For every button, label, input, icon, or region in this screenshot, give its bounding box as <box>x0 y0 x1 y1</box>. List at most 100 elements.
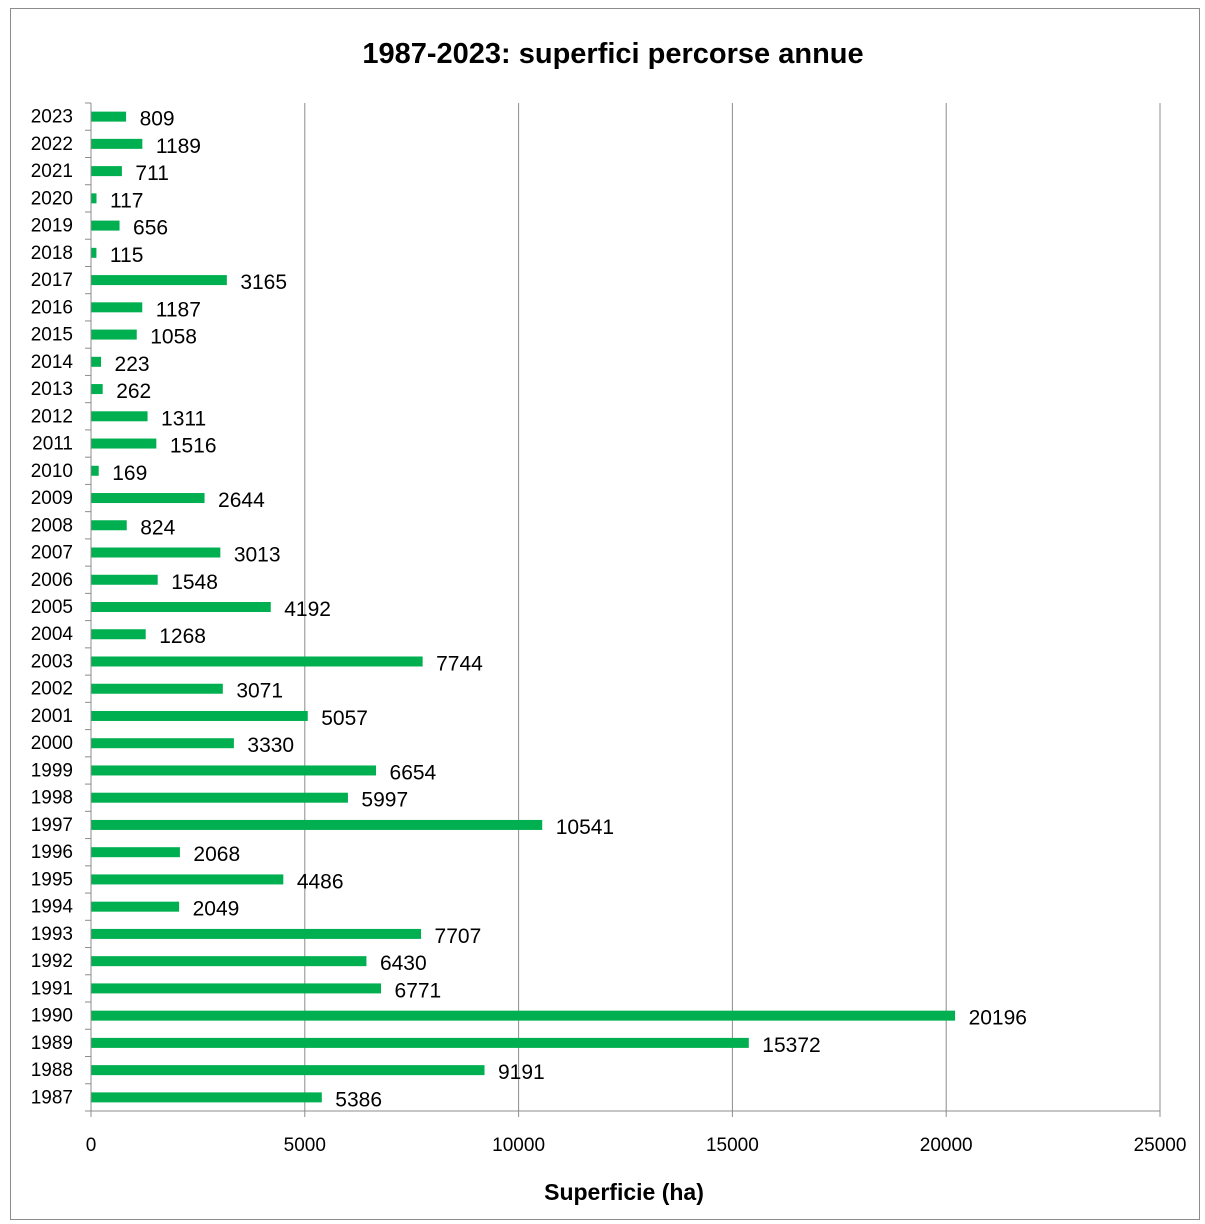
bar-1993 <box>91 928 422 939</box>
bar-2006 <box>91 574 158 585</box>
bar-1994 <box>91 901 180 912</box>
data-label: 711 <box>135 162 168 185</box>
bar-1998 <box>91 792 348 803</box>
bar-1987 <box>91 1092 322 1103</box>
data-label: 2049 <box>193 898 240 921</box>
data-label: 1548 <box>171 571 218 594</box>
y-tick-label: 1997 <box>31 815 73 836</box>
data-label: 1189 <box>156 135 201 158</box>
y-tick-label: 2021 <box>31 161 73 182</box>
data-label: 3071 <box>236 680 283 703</box>
y-tick-label: 1998 <box>31 788 73 809</box>
bar-2004 <box>91 629 146 640</box>
chart-title: 1987-2023: superfici percorse annue <box>362 38 863 70</box>
y-tick-label: 2019 <box>31 216 73 237</box>
y-tick-label: 2004 <box>31 624 74 645</box>
bar-2019 <box>91 220 120 231</box>
data-label: 4192 <box>284 598 331 621</box>
data-label: 4486 <box>297 870 344 893</box>
data-label: 15372 <box>762 1034 820 1057</box>
bar-2022 <box>91 138 143 149</box>
bar-2007 <box>91 547 221 558</box>
bar-2018 <box>91 247 97 258</box>
y-tick-label: 2008 <box>31 515 73 536</box>
data-label: 6654 <box>390 761 437 784</box>
y-tick-label: 1987 <box>31 1087 73 1108</box>
bar-1997 <box>91 819 543 830</box>
bars <box>91 111 956 1103</box>
y-tick-label: 1991 <box>31 978 73 999</box>
x-tick-label: 5000 <box>284 1135 326 1156</box>
data-label: 262 <box>116 380 151 403</box>
y-tick-label: 1996 <box>31 842 73 863</box>
bar-2011 <box>91 438 157 449</box>
data-label: 656 <box>133 217 168 240</box>
bar-2020 <box>91 193 97 204</box>
bar-1988 <box>91 1065 485 1076</box>
data-label: 3165 <box>240 271 287 294</box>
bar-2001 <box>91 710 308 721</box>
bar-1990 <box>91 1010 956 1021</box>
y-tick-label: 2016 <box>31 297 73 318</box>
y-tick-label: 2013 <box>31 379 73 400</box>
data-label: 7707 <box>435 925 482 948</box>
data-label: 2644 <box>218 489 265 512</box>
data-label: 1311 <box>161 407 206 430</box>
bar-chart: 1987-2023: superfici percorse annue 0 500… <box>31 38 1187 1205</box>
bar-1989 <box>91 1037 749 1048</box>
bar-1991 <box>91 983 382 994</box>
x-tick-label: 10000 <box>492 1135 545 1156</box>
data-label: 3330 <box>247 734 294 757</box>
bar-2015 <box>91 329 137 340</box>
bar-2023 <box>91 111 127 122</box>
data-label: 9191 <box>498 1061 545 1084</box>
y-tick-label: 1992 <box>31 951 73 972</box>
bar-2021 <box>91 166 122 177</box>
y-tick-label: 2000 <box>31 733 73 754</box>
bar-1992 <box>91 956 367 967</box>
x-tick-label: 20000 <box>920 1135 973 1156</box>
y-tick-label: 2010 <box>31 461 73 482</box>
y-tick-label: 2015 <box>31 325 73 346</box>
data-label: 10541 <box>556 816 614 839</box>
data-label: 1187 <box>156 298 201 321</box>
y-tick-label: 2012 <box>31 406 73 427</box>
y-tick-label: 1993 <box>31 924 73 945</box>
bar-2012 <box>91 411 148 422</box>
data-label: 115 <box>110 244 143 267</box>
bar-1999 <box>91 765 377 776</box>
data-labels: 5386 9191 15372 20196 6771 6430 7707 2049 4486 20… <box>110 108 1027 1112</box>
data-label: 7744 <box>436 652 483 675</box>
y-tick-label: 2007 <box>31 543 73 564</box>
y-tick-label: 2002 <box>31 679 73 700</box>
data-label: 6771 <box>395 979 442 1002</box>
bar-2016 <box>91 302 143 313</box>
data-label: 6430 <box>380 952 427 975</box>
data-label: 5386 <box>335 1088 382 1111</box>
x-tick-label: 25000 <box>1134 1135 1187 1156</box>
data-label: 824 <box>140 516 175 539</box>
data-label: 5057 <box>321 707 368 730</box>
y-tick-label: 2009 <box>31 488 73 509</box>
bar-1996 <box>91 847 180 858</box>
data-label: 809 <box>140 108 175 131</box>
data-label: 117 <box>110 189 143 212</box>
bar-2000 <box>91 738 234 749</box>
y-tick-label: 1994 <box>31 897 74 918</box>
x-tick-label: 15000 <box>706 1135 759 1156</box>
bar-2013 <box>91 384 103 395</box>
bar-1995 <box>91 874 284 885</box>
y-tick-label: 2006 <box>31 570 73 591</box>
gridlines <box>304 103 1161 1111</box>
y-tick-label: 2014 <box>31 352 74 373</box>
y-tick-label: 2023 <box>31 107 73 128</box>
data-label: 3013 <box>234 544 281 567</box>
y-tick-label: 2017 <box>31 270 73 291</box>
data-label: 1058 <box>150 326 197 349</box>
y-tick-label: 2003 <box>31 651 73 672</box>
axes: 0 5000 10000 15000 20000 25000 1987 1988 1989 199… <box>31 102 1187 1156</box>
y-tick-label: 2001 <box>31 706 73 727</box>
x-tick-label: 0 <box>86 1135 97 1156</box>
y-tick-label: 2011 <box>32 434 73 455</box>
y-tick-label: 1995 <box>31 869 73 890</box>
